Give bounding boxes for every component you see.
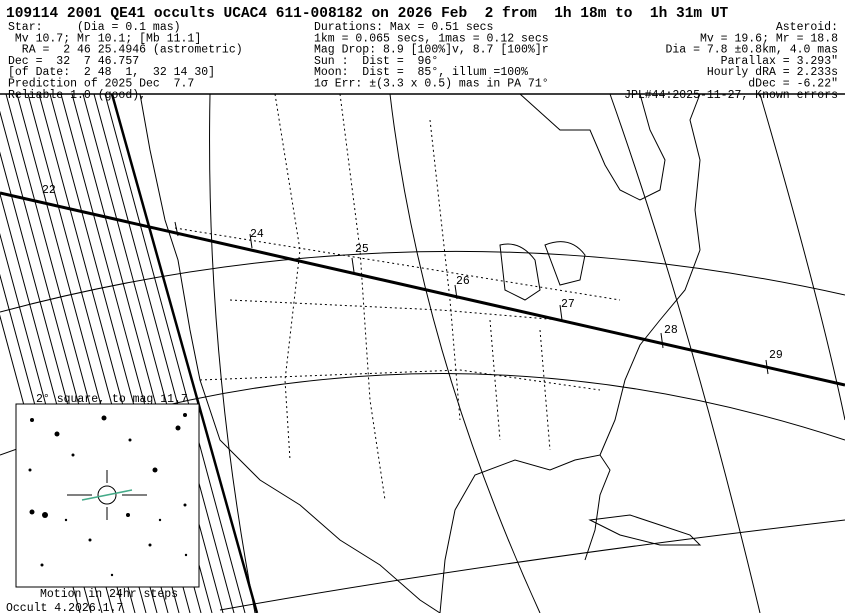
- header-line: Mag Drop: 8.9 [100%]v, 8.7 [100%]r: [314, 44, 549, 57]
- header-line: Durations: Max = 0.51 secs: [314, 21, 493, 34]
- time-labels: 22 24 25 26 27 28 29: [42, 184, 783, 362]
- time-label: 25: [355, 243, 369, 256]
- header-line: 1σ Err: ±(3.3 x 0.5) mas in PA 71°: [314, 78, 549, 91]
- time-label: 26: [456, 275, 470, 288]
- header-line: [of Date: 2 48 1, 32 14 30]: [8, 66, 215, 79]
- time-label: 29: [769, 349, 783, 362]
- header-line: Asteroid:: [776, 21, 838, 34]
- header-line: dDec = -6.22": [748, 78, 838, 91]
- footer: Occult 4.2026.1.7: [6, 602, 123, 613]
- header-line: Star: (Dia = 0.1 mas): [8, 21, 181, 34]
- time-label: 24: [250, 228, 264, 241]
- star-chart-inset: 2° square, to mag 11.7 Motion in 24hr st…: [15, 393, 200, 601]
- header-line: Hourly dRA = 2.233s: [707, 66, 838, 79]
- header-line: 1km = 0.065 secs, 1mas = 0.12 secs: [314, 32, 549, 45]
- header-line: Prediction of 2025 Dec 7.7: [8, 78, 194, 91]
- time-label: 22: [42, 184, 56, 197]
- header-line: JPL#44:2025-11-27, Known errors: [624, 89, 838, 102]
- time-label: 27: [561, 298, 575, 311]
- title: 109114 2001 QE41 occults UCAC4 611-00818…: [6, 6, 729, 22]
- header-line: Reliable 1.0 (good),: [8, 89, 146, 102]
- header-line: Dia = 7.8 ±0.8km, 4.0 mas: [665, 44, 838, 57]
- header: 109114 2001 QE41 occults UCAC4 611-00818…: [6, 6, 838, 102]
- header-line: Parallax = 3.293": [721, 55, 838, 68]
- header-line: RA = 2 46 25.4946 (astrometric): [8, 44, 243, 57]
- inset-caption: Motion in 24hr steps: [40, 588, 178, 601]
- header-line: Sun : Dist = 96°: [314, 55, 438, 68]
- header-line: Mv = 19.6; Mr = 18.8: [700, 32, 838, 45]
- header-line: Moon: Dist = 85°, illum =100%: [314, 66, 528, 79]
- time-label: 28: [664, 324, 678, 337]
- header-line: Mv 10.7; Mr 10.1; [Mb 11.1]: [8, 32, 201, 45]
- inset-title: 2° square, to mag 11.7: [36, 393, 188, 406]
- inset-stars: [28, 413, 188, 577]
- header-line: Dec = 32 7 46.757: [8, 55, 139, 68]
